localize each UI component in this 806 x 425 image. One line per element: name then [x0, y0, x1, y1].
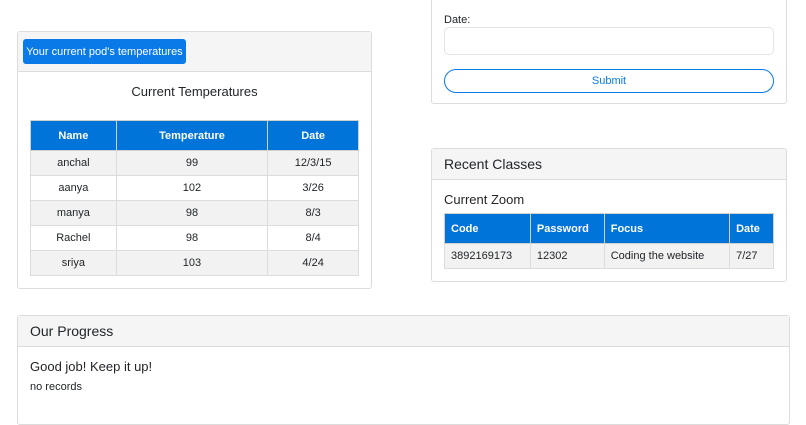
- table-row: Rachel 98 8/4: [30, 225, 359, 251]
- table-cell: 12302: [529, 243, 605, 269]
- table-cell: 12/3/15: [267, 150, 359, 176]
- progress-title: Good job! Keep it up!: [30, 359, 153, 374]
- temperatures-card: Your current pod's temperatures Current …: [17, 31, 372, 289]
- date-input[interactable]: [444, 27, 774, 55]
- table-row: 3892169173 12302 Coding the website 7/27: [444, 243, 774, 269]
- table-cell: 3/26: [267, 175, 359, 201]
- submit-button[interactable]: Submit: [444, 69, 774, 93]
- card-title: Current Zoom: [444, 192, 525, 207]
- table-cell: manya: [30, 200, 117, 226]
- table-cell: Rachel: [30, 225, 117, 251]
- column-header: Code: [444, 213, 531, 244]
- card-header: Recent Classes: [432, 149, 786, 180]
- column-header: Temperature: [115, 120, 269, 151]
- table-cell: aanya: [30, 175, 117, 201]
- column-header: Name: [30, 120, 117, 151]
- date-label: Date:: [444, 14, 471, 26]
- column-header: Password: [529, 213, 605, 244]
- column-header: Date: [267, 120, 359, 151]
- table-cell: 103: [115, 250, 269, 276]
- table-cell: 4/24: [267, 250, 359, 276]
- table-cell: 98: [115, 200, 269, 226]
- table-row: sriya 103 4/24: [30, 250, 359, 276]
- temperatures-table: Name Temperature Date anchal 99 12/3/15 aanya 1…: [30, 120, 359, 276]
- page: Your current pod's temperatures Current …: [17, 0, 790, 425]
- column-header: Date: [729, 213, 774, 244]
- zoom-table: Code Password Focus Date 3892169173 12302 Codi…: [444, 213, 774, 269]
- recent-classes-card: Recent Classes Current Zoom Code Password…: [431, 148, 787, 282]
- table-cell: 8/3: [267, 200, 359, 226]
- table-cell: 102: [115, 175, 269, 201]
- column-header: Focus: [603, 213, 731, 244]
- date-form-card: Date: Submit: [431, 0, 787, 104]
- card-header: Our Progress: [18, 316, 789, 347]
- progress-card: Our Progress Good job! Keep it up! no re…: [17, 315, 790, 425]
- table-row: aanya 102 3/26: [30, 175, 359, 201]
- card-title: Current Temperatures: [131, 84, 258, 99]
- table-cell: 8/4: [267, 225, 359, 251]
- table-cell: 98: [115, 225, 269, 251]
- table-row: manya 98 8/3: [30, 200, 359, 226]
- progress-message: no records: [30, 381, 82, 393]
- table-cell: sriya: [30, 250, 117, 276]
- table-cell: 99: [115, 150, 269, 176]
- table-cell: Coding the website: [603, 243, 731, 269]
- table-cell: 3892169173: [444, 243, 531, 269]
- table-row: anchal 99 12/3/15: [30, 150, 359, 176]
- table-cell: anchal: [30, 150, 117, 176]
- table-cell: 7/27: [729, 243, 774, 269]
- pod-temperatures-button[interactable]: Your current pod's temperatures: [23, 39, 186, 64]
